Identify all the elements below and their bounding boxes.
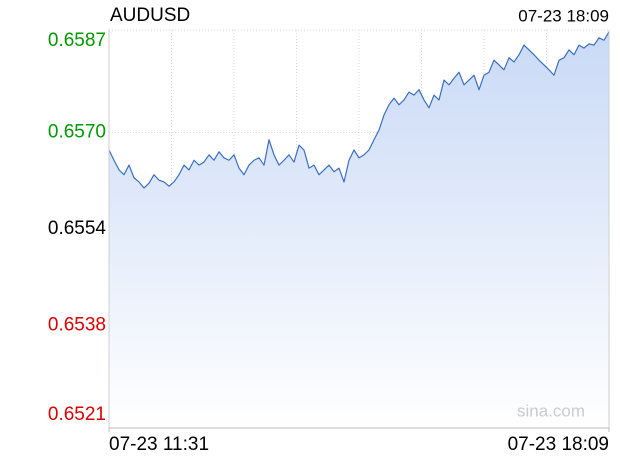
x-tick-label: 07-23 18:09 [508,434,609,455]
y-tick-label: 0.6587 [48,30,106,51]
timestamp: 07-23 18:09 [518,6,609,25]
y-tick-label: 0.6538 [48,315,106,336]
y-tick-label: 0.6521 [48,404,106,425]
area [109,31,609,429]
x-tick-label: 07-23 11:31 [109,434,209,455]
watermark: sina.com [517,401,585,420]
y-tick-label: 0.6554 [48,218,107,239]
y-tick-label: 0.6570 [48,122,106,143]
price-line [108,31,610,189]
chart-title: AUDUSD [110,5,190,26]
